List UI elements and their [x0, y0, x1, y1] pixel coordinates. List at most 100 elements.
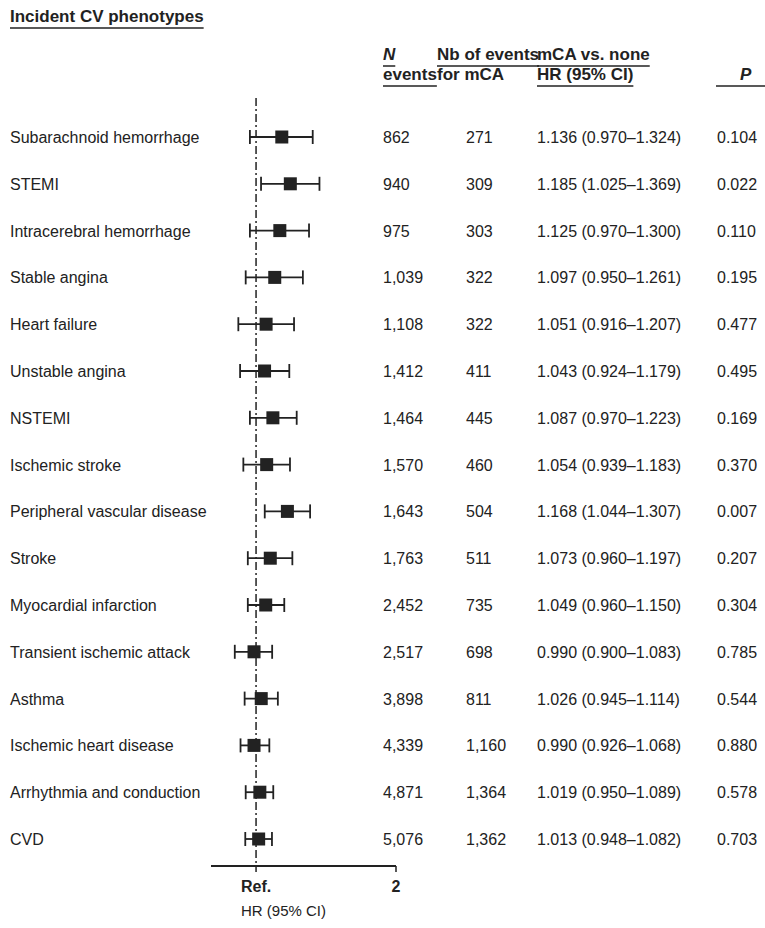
point-estimate: [253, 786, 266, 799]
point-estimate: [260, 458, 273, 471]
error-bar: [238, 317, 294, 331]
error-bar-cap: [289, 458, 291, 472]
row-label: Ischemic stroke: [10, 457, 121, 474]
table-cell: 1,570: [383, 457, 423, 474]
point-estimate: [260, 318, 273, 331]
header-underline: [537, 85, 633, 87]
table-cell: 0.007: [717, 503, 757, 520]
table-cell: 811: [466, 691, 492, 708]
error-bar-cap: [249, 224, 251, 238]
table-cell: 1,108: [383, 316, 423, 333]
column-header: Nb of events: [437, 45, 539, 64]
row-label: Stroke: [10, 550, 56, 567]
error-bar: [235, 645, 272, 659]
table-cell: 1.043 (0.924–1.179): [537, 363, 681, 380]
error-bar: [250, 224, 309, 238]
table-cell: 1.019 (0.950–1.089): [537, 784, 681, 801]
error-bar-cap: [264, 504, 266, 518]
table-cell: 1.051 (0.916–1.207): [537, 316, 681, 333]
row-label: Arrhythmia and conduction: [10, 784, 200, 801]
table-cell: 504: [466, 503, 493, 520]
table-cell: 975: [383, 223, 410, 240]
error-bar-cap: [244, 832, 246, 846]
table-cell: 0.703: [717, 831, 757, 848]
point-estimate: [275, 131, 288, 144]
error-bar-cap: [239, 364, 241, 378]
table-cell: 2,452: [383, 597, 423, 614]
error-bar-cap: [240, 738, 242, 752]
tick-label: 2: [392, 878, 401, 895]
table-cell: 460: [466, 457, 493, 474]
x-axis: [211, 865, 396, 867]
table-cell: 411: [466, 363, 492, 380]
table-cell: 1,364: [466, 784, 506, 801]
table-cell: 0.304: [717, 597, 757, 614]
error-bar: [250, 130, 313, 144]
point-estimate: [259, 599, 272, 612]
table-cell: 0.022: [717, 176, 757, 193]
table-cell: 3,898: [383, 691, 423, 708]
column-header: P: [740, 65, 752, 84]
error-bar-cap: [268, 738, 270, 752]
error-bar-cap: [247, 598, 249, 612]
column-header: N: [383, 45, 396, 64]
table-cell: 0.785: [717, 644, 757, 661]
header-underline: [716, 85, 765, 87]
table-cell: 1,464: [383, 410, 423, 427]
table-cell: 445: [466, 410, 493, 427]
point-estimate: [248, 645, 261, 658]
table-cell: 0.370: [717, 457, 757, 474]
error-bar-cap: [291, 551, 293, 565]
table-cell: 309: [466, 176, 493, 193]
row-label: CVD: [10, 831, 44, 848]
point-estimate: [255, 692, 268, 705]
table-cell: 1.013 (0.948–1.082): [537, 831, 681, 848]
table-cell: 1.087 (0.970–1.223): [537, 410, 681, 427]
error-bar: [240, 364, 289, 378]
error-bar-cap: [249, 411, 251, 425]
header-underline: [383, 85, 437, 87]
table-cell: 1,763: [383, 550, 423, 567]
error-bar-cap: [245, 270, 247, 284]
table-cell: 0.990 (0.926–1.068): [537, 737, 681, 754]
point-estimate: [281, 505, 294, 518]
table-cell: 1.073 (0.960–1.197): [537, 550, 681, 567]
error-bar-cap: [249, 130, 251, 144]
table-cell: 698: [466, 644, 493, 661]
error-bar: [265, 504, 310, 518]
table-cell: 862: [383, 129, 410, 146]
table-cell: 0.104: [717, 129, 757, 146]
table-cell: 1,039: [383, 269, 423, 286]
error-bar-cap: [319, 177, 321, 191]
table-cell: 1.054 (0.939–1.183): [537, 457, 681, 474]
point-estimate: [248, 739, 261, 752]
row-label: Intracerebral hemorrhage: [10, 223, 191, 240]
error-bar-cap: [277, 692, 279, 706]
table-cell: 0.495: [717, 363, 757, 380]
point-estimate: [266, 411, 279, 424]
table-cell: 4,339: [383, 737, 423, 754]
error-bar: [241, 738, 270, 752]
row-label: Heart failure: [10, 316, 97, 333]
column-header: HR (95% CI): [537, 65, 633, 84]
row-label: STEMI: [10, 176, 59, 193]
table-cell: 1.168 (1.044–1.307): [537, 503, 681, 520]
header-underline: [10, 27, 204, 29]
error-bar-cap: [234, 645, 236, 659]
table-cell: 322: [466, 316, 493, 333]
error-bar-cap: [283, 598, 285, 612]
row-label: Ischemic heart disease: [10, 737, 174, 754]
error-bar-cap: [247, 551, 249, 565]
point-estimate: [252, 833, 265, 846]
error-bar: [261, 177, 319, 191]
error-bar: [245, 832, 272, 846]
table-cell: 940: [383, 176, 410, 193]
error-bar-cap: [288, 364, 290, 378]
row-label: Myocardial infarction: [10, 597, 157, 614]
column-header: mCA vs. none: [537, 45, 650, 64]
table-cell: 0.110: [717, 223, 756, 240]
point-estimate: [268, 271, 281, 284]
row-label: Transient ischemic attack: [10, 644, 191, 661]
row-label: NSTEMI: [10, 410, 70, 427]
row-label: Subarachnoid hemorrhage: [10, 129, 200, 146]
